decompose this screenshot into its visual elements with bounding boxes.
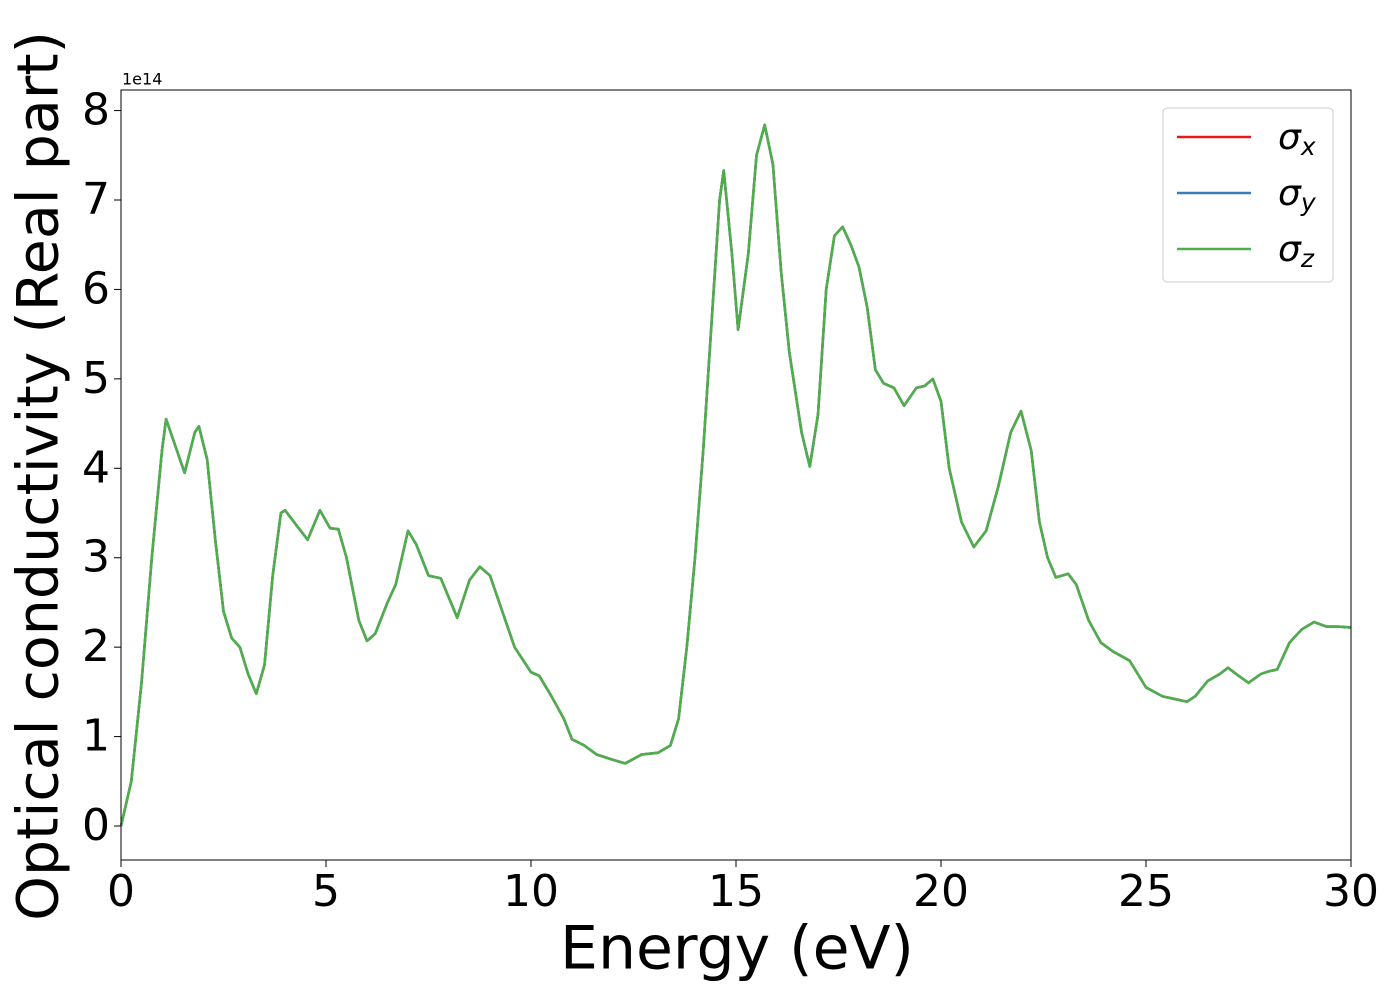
y-tick-label: 1 [82,711,110,762]
legend-label: σz [1278,229,1315,273]
y-tick-label: 5 [82,353,110,404]
x-tick-label: 20 [913,866,969,917]
x-tick-label: 25 [1118,866,1174,917]
y-tick-label: 2 [82,621,110,672]
y-tick-label: 7 [82,174,110,225]
legend-box [1162,107,1334,283]
legend-label: σx [1278,117,1316,161]
y-tick-label: 8 [82,85,110,136]
x-tick-label: 0 [107,866,135,917]
plot-frame [120,89,1352,861]
y-tick-label: 0 [82,800,110,851]
x-tick-label: 30 [1323,866,1379,917]
legend: σx σy σz [1162,107,1334,283]
y-offset-label: 1e14 [122,70,162,89]
y-tick-label: 4 [82,442,110,493]
x-tick-label: 15 [708,866,764,917]
y-tick-label: 3 [82,532,110,583]
x-tick-label: 10 [503,866,559,917]
x-axis-label: Energy (eV) [560,914,914,984]
legend-label: σy [1278,173,1317,217]
y-tick-label: 6 [82,263,110,314]
y-axis-label: Optical conductivity (Real part) [6,31,72,921]
series-line [119,123,1352,827]
x-tick-label: 5 [312,866,340,917]
